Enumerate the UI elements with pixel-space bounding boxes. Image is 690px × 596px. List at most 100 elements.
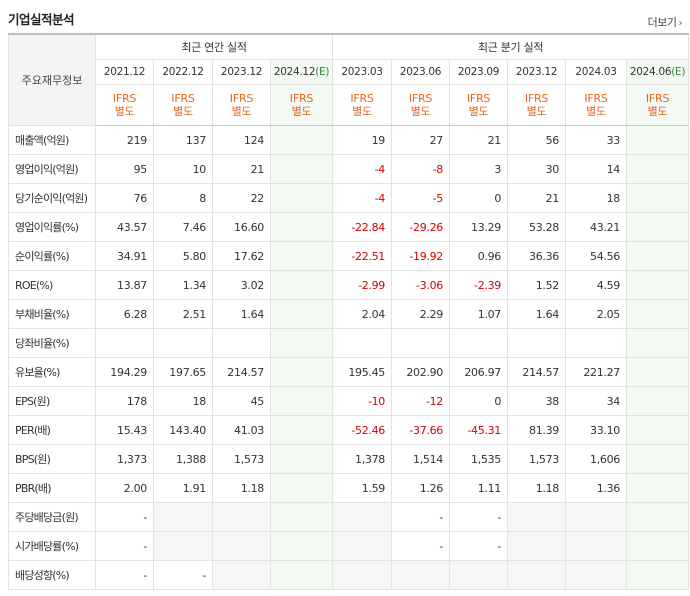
table-cell: 27 [391,125,451,155]
table-cell: 2.05 [565,299,628,329]
table-cell: -2.39 [449,270,509,300]
basis-header: IFRS 별도 [449,84,509,126]
table-cell [212,560,271,590]
period-label: 2023.09 [457,66,500,78]
basis-header: IFRS 별도 [153,84,213,126]
basis-type: 별도 [410,105,431,118]
basis-standard: IFRS [645,92,670,105]
table-row: 매출액(억원) 219 137 124 19 27 21 56 33 [8,125,690,155]
table-cell: 195.45 [332,357,393,387]
row-label: 매출액(억원) [8,125,96,155]
table-cell [449,328,509,358]
table-row: PER(배) 15.43 143.40 41.03 -52.46 -37.66 -45.31… [8,415,690,445]
table-cell: 1.64 [212,299,271,329]
table-cell: 219 [95,125,154,155]
table-cell: 2.00 [95,473,154,503]
table-cell: 18 [565,183,628,213]
rowhead-label: 주요재무정보 [8,33,96,126]
table-cell: 38 [507,386,567,416]
period-header: 2021.12 [95,59,154,85]
table-cell [507,502,567,532]
annual-group-header: 최근 연간 실적 [94,33,334,60]
table-cell [269,502,334,532]
table-cell [626,531,690,561]
table-row: 영업이익률(%) 43.57 7.46 16.60 -22.84 -29.26 13.29 5… [8,212,690,242]
table-cell: - [449,502,509,532]
table-cell: -5 [391,183,451,213]
table-cell: 14 [565,154,628,184]
table-cell: 1.91 [153,473,213,503]
table-cell [212,502,271,532]
table-cell [269,357,334,387]
table-cell: 13.87 [95,270,154,300]
table-cell [507,560,567,590]
table-cell: 1,573 [212,444,271,474]
table-cell: 1,378 [332,444,393,474]
basis-header: IFRS 별도 [507,84,567,126]
table-cell: 10 [153,154,213,184]
table-cell: 2.51 [153,299,213,329]
table-cell [626,212,690,242]
row-label: 영업이익률(%) [8,212,96,242]
table-cell: 34.91 [95,241,154,271]
table-cell: 1,606 [565,444,628,474]
table-cell [269,560,334,590]
financial-table: 주요재무정보 최근 연간 실적 최근 분기 실적 2021.12 2022.12 2… [8,33,690,590]
table-cell: - [391,502,451,532]
table-row: 주당배당금(원) - - - [8,502,690,532]
table-cell: -29.26 [391,212,451,242]
table-cell: 8 [153,183,213,213]
table-cell [626,183,690,213]
basis-type: 별도 [352,105,372,118]
table-cell [332,328,393,358]
table-cell [212,328,271,358]
table-cell: -45.31 [449,415,509,445]
table-cell [626,415,690,445]
table-cell: 1.52 [507,270,567,300]
table-cell [565,560,628,590]
table-cell: 54.56 [565,241,628,271]
more-link[interactable]: 더보기 › [647,14,683,30]
table-cell [565,502,628,532]
table-cell [269,212,334,242]
period-header: 2023.12 [507,59,567,85]
period-header: 2023.12 [212,59,271,85]
section-title: 기업실적분석 [8,12,75,27]
basis-standard: IFRS [229,92,254,105]
table-cell: 43.57 [95,212,154,242]
table-cell: -8 [391,154,451,184]
table-cell: 206.97 [449,357,509,387]
row-label: 시가배당률(%) [8,531,96,561]
table-cell: 194.29 [95,357,154,387]
period-label: 2024.03 [575,66,617,78]
table-cell: 17.62 [212,241,271,271]
table-cell [565,531,628,561]
table-cell: 1.34 [153,270,213,300]
table-row: 순이익률(%) 34.91 5.80 17.62 -22.51 -19.92 0.96 36.… [8,241,690,271]
basis-standard: IFRS [524,92,549,105]
table-cell: - [153,560,213,590]
table-cell: 30 [507,154,567,184]
table-cell [332,531,393,561]
table-row: ROE(%) 13.87 1.34 3.02 -2.99 -3.06 -2.39 1.52 4.… [8,270,690,300]
table-cell: 33.10 [565,415,628,445]
table-cell: - [95,502,154,532]
table-cell: 214.57 [212,357,271,387]
more-label: 더보기 [647,16,677,29]
basis-type: 별도 [647,105,668,118]
table-cell: 1.64 [507,299,567,329]
table-cell: - [391,531,451,561]
table-cell: 3.02 [212,270,271,300]
period-header: 2024.06(E) [626,59,690,85]
table-cell [626,502,690,532]
basis-header: IFRS 별도 [332,84,393,126]
period-label: 2023.06 [399,66,442,78]
table-cell: 13.29 [449,212,509,242]
table-cell: 56 [507,125,567,155]
basis-type: 별도 [114,105,135,118]
section-header: 기업실적분석 더보기 › [0,0,690,32]
table-cell [391,328,451,358]
table-cell: 1.18 [507,473,567,503]
table-cell: 143.40 [153,415,213,445]
table-cell: -4 [332,154,393,184]
